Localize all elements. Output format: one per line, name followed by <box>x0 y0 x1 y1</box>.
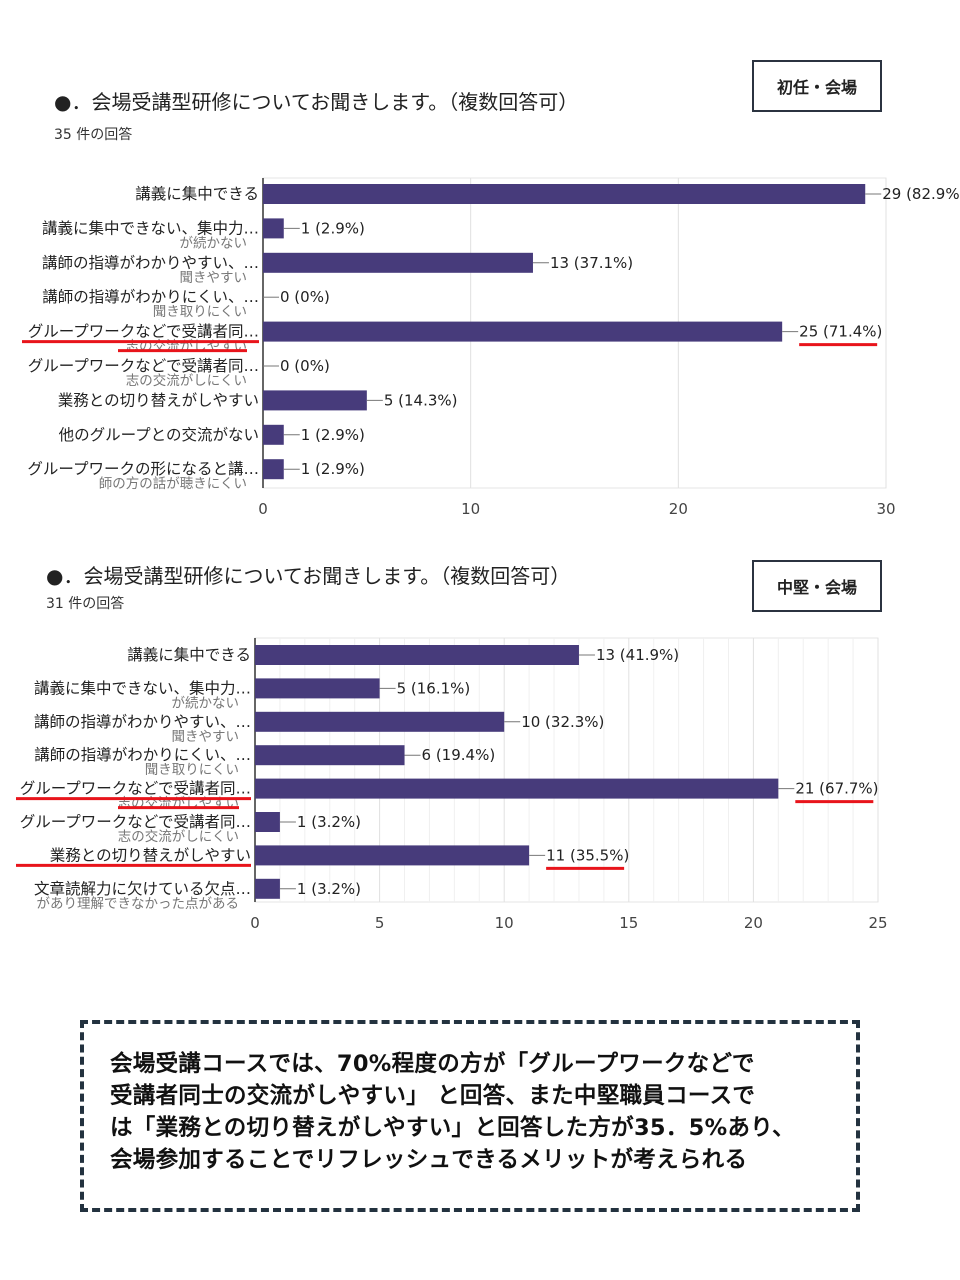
chart-1-category-label: グループワークなどで受講者同… <box>28 323 259 341</box>
chart-2-data-label: 13 (41.9%) <box>596 646 679 664</box>
summary-callout: 会場受講コースでは、70%程度の方が「グループワークなどで 受講者同士の交流がし… <box>80 1020 860 1212</box>
chart-1-bar <box>263 252 533 273</box>
chart-1-bar <box>263 424 284 445</box>
chart-2-category-label: 講師の指導がわかりやすい、… <box>34 713 251 731</box>
chart-1-category-sublabel: 聞き取りにくい <box>153 304 247 320</box>
chart-1-category-label: グループワークなどで受講者同… <box>28 357 259 375</box>
chart-2-category-label: グループワークなどで受講者同… <box>20 780 251 798</box>
chart-2-category-label: 文章読解力に欠けている欠点… <box>34 880 251 898</box>
chart-1-category-sublabel: 師の方の話が聴きにくい <box>99 475 247 492</box>
chart-2-x-tick-label: 5 <box>375 914 385 932</box>
chart-2-data-label: 21 (67.7%) <box>795 780 878 798</box>
chart-2-data-label: 11 (35.5%) <box>546 846 629 864</box>
chart-2-x-tick-label: 10 <box>495 914 514 932</box>
summary-line-3: は「業務との切り替えがしやすい」と回答した方が35．5%あり、 <box>110 1115 795 1141</box>
chart-1-x-tick-label: 20 <box>669 500 688 518</box>
chart-2-category-label: 講義に集中できる <box>127 646 251 664</box>
chart-2-x-tick-label: 0 <box>250 914 260 932</box>
chart-2-category-sublabel: 聞き取りにくい <box>145 762 239 778</box>
chart-1-category-sublabel: 聞きやすい <box>180 270 248 286</box>
chart-2-response-count: 31 件の回答 <box>46 596 125 612</box>
summary-text: 会場受講コースでは、70%程度の方が「グループワークなどで 受講者同士の交流がし… <box>110 1048 834 1176</box>
chart-2-title: ●．会場受講型研修についてお聞きします。（複数回答可） <box>46 564 571 588</box>
chart-2-data-label: 5 (16.1%) <box>397 679 471 697</box>
chart-2-data-label: 6 (19.4%) <box>422 746 496 764</box>
chart-1-data-label: 1 (2.9%) <box>301 426 365 444</box>
chart-2-x-tick-label: 20 <box>744 914 763 932</box>
chart-1-category-sublabel: 志の交流がしにくい <box>126 372 247 389</box>
summary-line-1: 会場受講コースでは、70%程度の方が「グループワークなどで <box>110 1051 755 1077</box>
chart-1-data-label: 1 (2.9%) <box>301 219 365 237</box>
chart-1-x-tick-label: 10 <box>461 500 480 518</box>
chart-2-data-label: 1 (3.2%) <box>297 880 361 898</box>
chart-1-category-label: 講師の指導がわかりにくい、… <box>42 288 259 306</box>
chart-1-tag: 初任・会場 <box>752 60 882 112</box>
chart-1-svg: 0 10 20 30 29 (82.9%) 講義に集中できる 1 (2.9%) 講義に集中でき… <box>22 177 960 518</box>
chart-2-svg: 0 5 10 15 20 25 13 (41.9%) 講義に集中できる 5 (16.1%) 講義に… <box>16 637 888 932</box>
chart-2-bar <box>255 645 579 665</box>
chart-2-category-sublabel: があり理解できなかった点がある <box>37 896 240 912</box>
chart-2-data-label: 10 (32.3%) <box>521 713 604 731</box>
chart-2-tag: 中堅・会場 <box>752 560 882 612</box>
chart-1-bar <box>263 321 783 342</box>
chart-2-x-tick-label: 25 <box>868 914 887 932</box>
chart-2-category-sublabel: が続かない <box>172 695 240 711</box>
chart-1-response-count: 35 件の回答 <box>54 127 133 143</box>
chart-1-bar <box>263 459 284 480</box>
chart-1-data-label: 0 (0%) <box>280 288 330 306</box>
chart-1-category-label: 講師の指導がわかりやすい、… <box>42 254 259 272</box>
chart-1-data-label: 13 (37.1%) <box>550 254 633 272</box>
chart-1-title: ●．会場受講型研修についてお聞きします。（複数回答可） <box>54 90 579 114</box>
chart-2-bar <box>255 678 380 699</box>
chart-2-category-label: 講義に集中できない、集中力… <box>34 679 251 697</box>
chart-2-category-sublabel: 志の交流がしにくい <box>118 828 239 845</box>
chart-1-bar <box>263 184 866 204</box>
chart-2-category-label: 講師の指導がわかりにくい、… <box>34 746 251 764</box>
chart-1-category-label: グループワークの形になると講… <box>27 460 259 478</box>
chart-1-data-label: 29 (82.9%) <box>882 185 960 203</box>
chart-1-x-tick-label: 0 <box>258 500 268 518</box>
chart-2-category-label: グループワークなどで受講者同… <box>20 813 251 831</box>
chart-1-category-sublabel: が続かない <box>180 235 248 251</box>
chart-2-category-sublabel: 聞きやすい <box>172 729 240 745</box>
chart-2-bar <box>255 711 505 732</box>
chart-1-data-label: 25 (71.4%) <box>799 323 882 341</box>
chart-1-category-label: 他のグループとの交流がない <box>59 426 259 444</box>
chart-2-bar <box>255 878 280 899</box>
chart-1-category-label: 講義に集中できる <box>135 185 259 203</box>
chart-2-bar <box>255 778 779 799</box>
chart-2-bar <box>255 845 530 866</box>
chart-2-bar <box>255 745 405 766</box>
chart-2-data-label: 1 (3.2%) <box>297 813 361 831</box>
chart-2-x-tick-label: 15 <box>619 914 638 932</box>
chart-1-bar <box>263 218 284 239</box>
chart-2-bar <box>255 812 280 832</box>
chart-2-category-label: 業務との切り替えがしやすい <box>50 846 251 864</box>
chart-1-x-tick-label: 30 <box>876 500 895 518</box>
chart-1-category-label: 業務との切り替えがしやすい <box>58 391 259 409</box>
chart-1-data-label: 1 (2.9%) <box>301 460 365 478</box>
chart-1-data-label: 5 (14.3%) <box>384 391 458 409</box>
chart-1-data-label: 0 (0%) <box>280 357 330 375</box>
summary-line-2: 受講者同士の交流がしやすい」 と回答、また中堅職員コースで <box>110 1083 756 1109</box>
chart-1-category-label: 講義に集中できない、集中力… <box>42 219 259 237</box>
summary-line-4: 会場参加することでリフレッシュできるメリットが考えられる <box>110 1147 748 1173</box>
chart-1-bar <box>263 390 367 411</box>
